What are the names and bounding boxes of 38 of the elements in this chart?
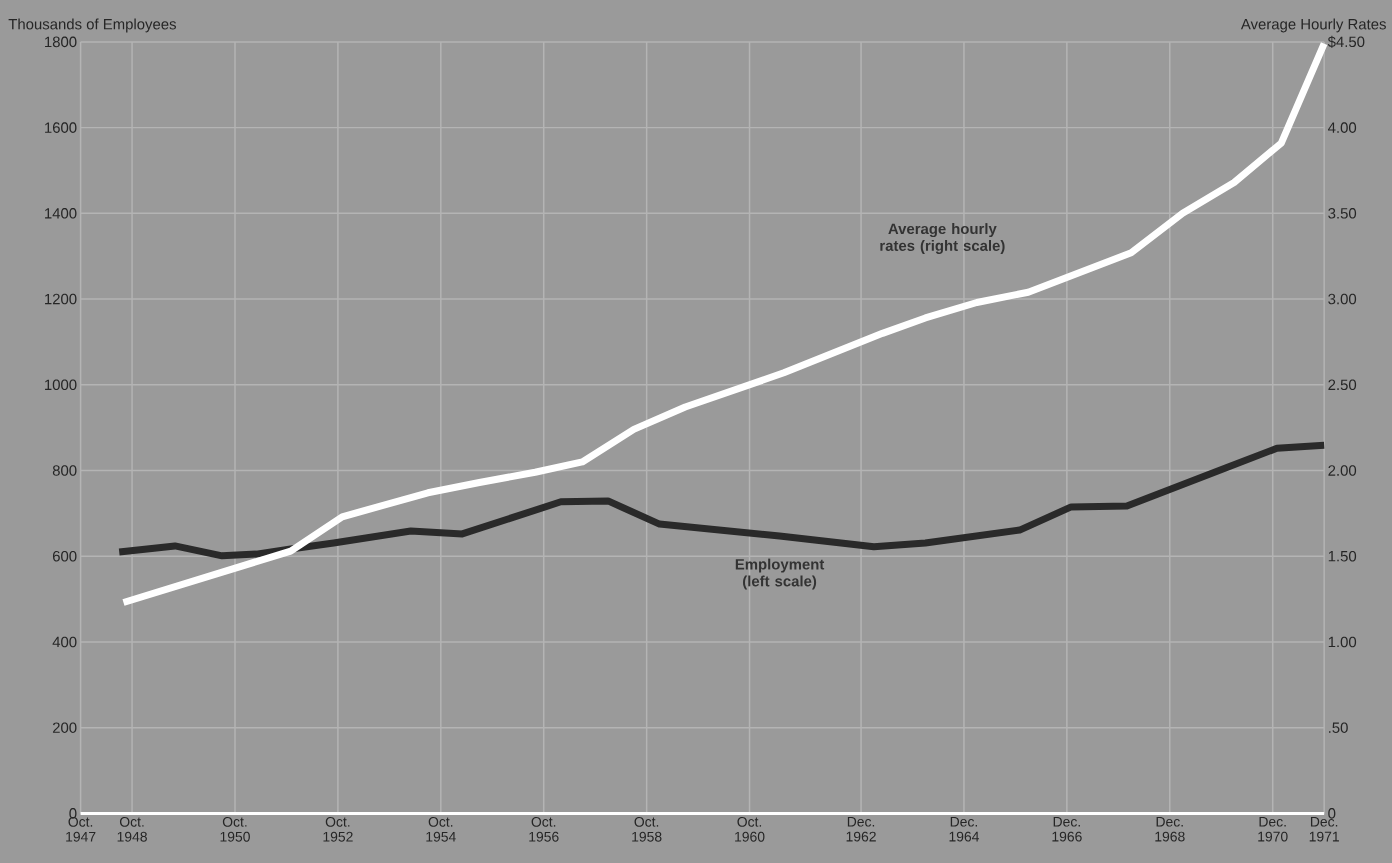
y-axis-title: Thousands of Employees (8, 18, 176, 33)
y2-tick-label: 2.50 (1328, 379, 1357, 390)
y2-axis-title: Average Hourly Rates (1240, 18, 1386, 33)
x-tick-label: Oct. 1958 (632, 816, 662, 842)
text: Average hourly rates (right scale) (880, 222, 1005, 254)
y-tick-label: 400 (52, 636, 77, 648)
y-tick-label: 1800 (45, 36, 77, 48)
series-label: Employment (left scale) (735, 558, 825, 590)
y-tick-label: 800 (52, 465, 77, 476)
x-tick-label: Oct. 1947 (66, 816, 96, 842)
y-tick-label: 0 (69, 807, 77, 819)
x-tick-label: Dec. 1966 (1052, 816, 1082, 842)
y-tick-label: 600 (52, 550, 77, 562)
x-tick-label: Oct. 1960 (735, 816, 765, 842)
y2-tick-label: 3.00 (1328, 293, 1357, 305)
x-tick-label: Dec. 1971 (1309, 816, 1339, 842)
y-tick-label: 1000 (45, 379, 77, 390)
x-tick-label: Oct. 1948 (117, 816, 147, 842)
y2-tick-label: 1.50 (1328, 550, 1357, 562)
y2-tick-label: $4.50 (1327, 35, 1365, 48)
y2-tick-label: 2.00 (1328, 465, 1357, 476)
x-tick-label: Dec. 1964 (949, 816, 980, 842)
y2-tick-label: 1.00 (1328, 636, 1357, 648)
x-tick-label: Oct. 1952 (323, 816, 353, 842)
x-tick-label: Oct. 1954 (426, 816, 456, 842)
x-tick-label: Oct. 1956 (529, 816, 559, 842)
y-tick-label: 1600 (45, 122, 77, 133)
y-tick-label: 200 (52, 722, 77, 733)
x-tick-label: Dec. 1970 (1258, 816, 1288, 842)
y2-tick-label: 3.50 (1328, 207, 1357, 219)
x-tick-label: Oct. 1950 (220, 816, 250, 842)
x-tick-label: Dec. 1968 (1155, 816, 1185, 842)
y2-tick-label: 0 (1328, 807, 1336, 819)
y2-tick-label: .50 (1329, 722, 1348, 733)
x-tick-label: Dec. 1962 (846, 816, 876, 842)
y2-tick-label: 4.00 (1328, 122, 1357, 133)
y-tick-label: 1200 (45, 293, 77, 305)
y-tick-label: 1400 (45, 207, 77, 219)
